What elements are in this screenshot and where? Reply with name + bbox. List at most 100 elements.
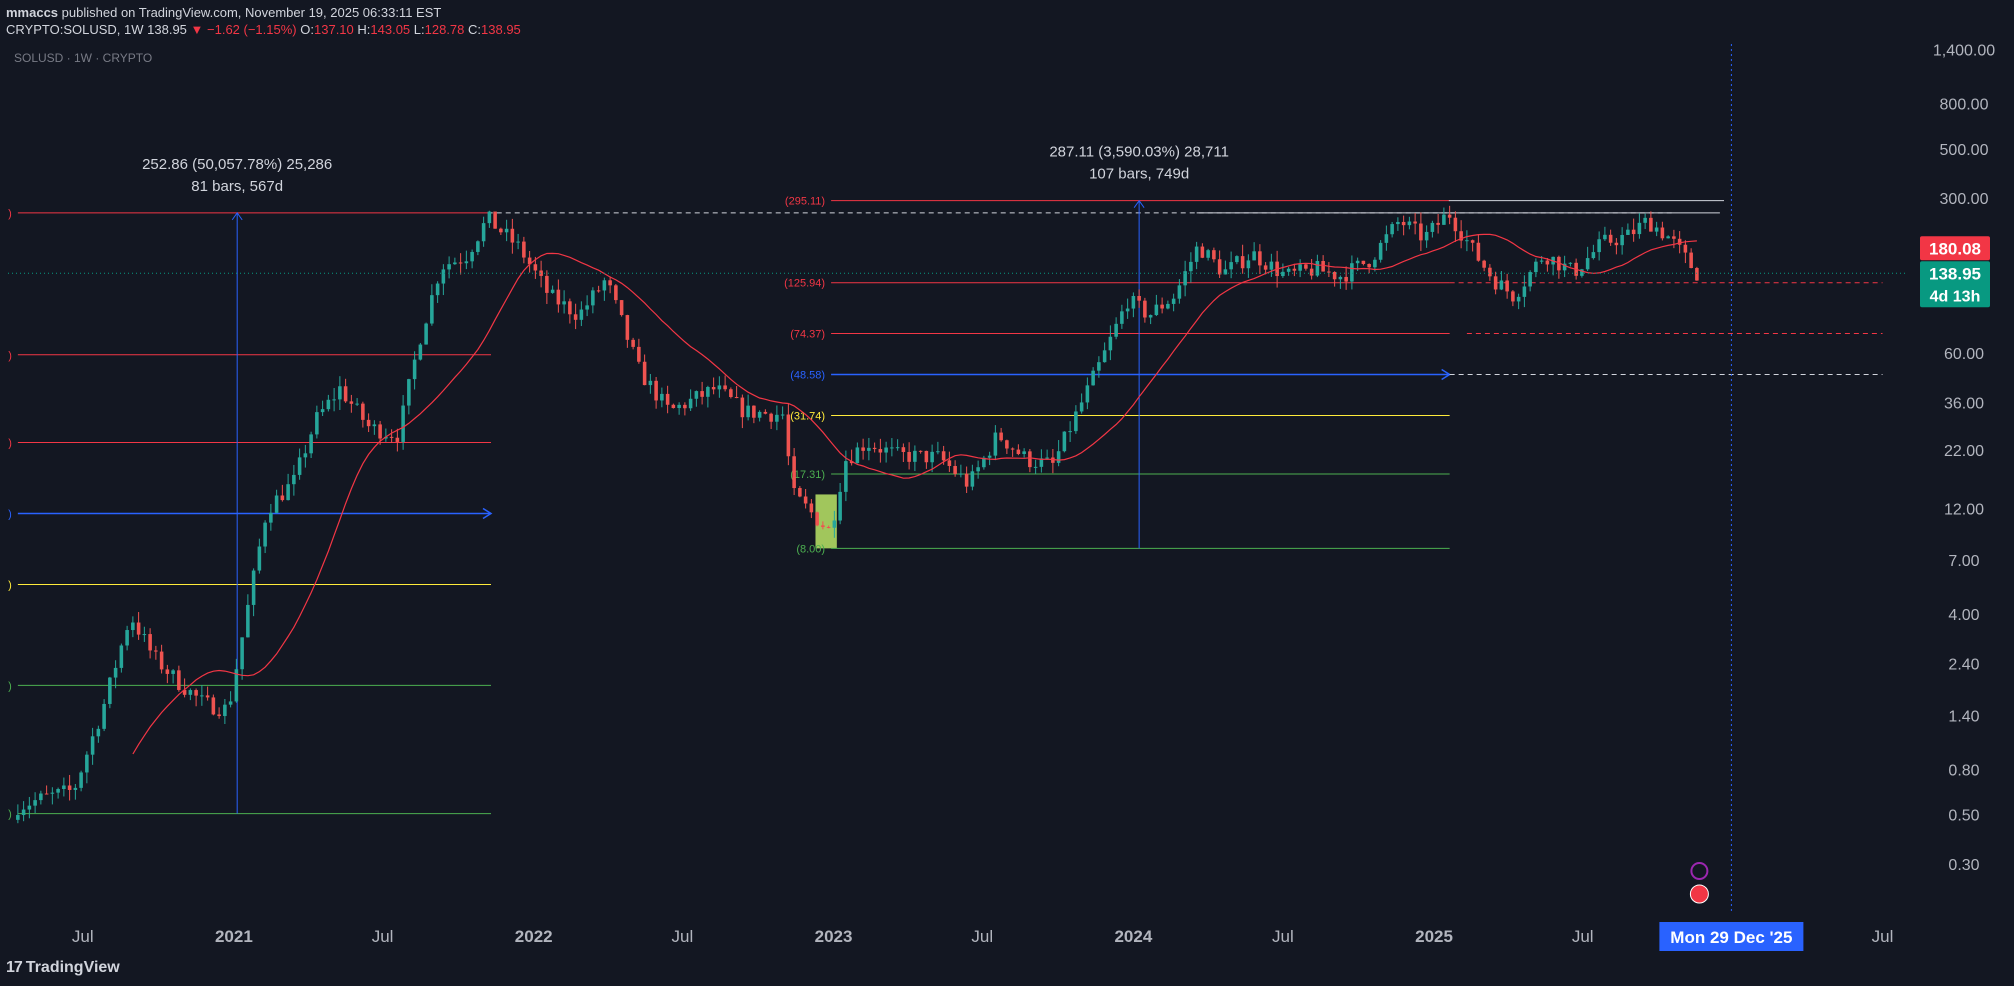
candle[interactable] bbox=[1085, 385, 1090, 403]
candle[interactable] bbox=[165, 669, 170, 674]
candle[interactable] bbox=[1200, 246, 1205, 258]
candle[interactable] bbox=[1637, 222, 1642, 235]
candle[interactable] bbox=[717, 385, 722, 390]
candle[interactable] bbox=[1102, 350, 1107, 363]
candle[interactable] bbox=[447, 264, 451, 270]
candle[interactable] bbox=[257, 546, 262, 571]
candle[interactable] bbox=[1039, 458, 1044, 467]
candle[interactable] bbox=[1258, 251, 1262, 266]
candle[interactable] bbox=[1407, 221, 1412, 226]
candle[interactable] bbox=[148, 634, 152, 651]
candle[interactable] bbox=[729, 389, 733, 398]
candle[interactable] bbox=[119, 645, 124, 668]
candle[interactable] bbox=[343, 386, 348, 402]
candle[interactable] bbox=[1470, 240, 1475, 243]
candle[interactable] bbox=[240, 637, 244, 670]
candle[interactable] bbox=[815, 512, 819, 526]
candle[interactable] bbox=[50, 792, 55, 794]
candle[interactable] bbox=[1660, 227, 1665, 239]
candle[interactable] bbox=[1488, 267, 1492, 277]
candle[interactable] bbox=[1212, 250, 1216, 260]
candle[interactable] bbox=[1079, 402, 1084, 412]
candle[interactable] bbox=[792, 456, 796, 489]
candle[interactable] bbox=[1459, 231, 1463, 241]
candle[interactable] bbox=[217, 714, 221, 717]
candle[interactable] bbox=[987, 455, 992, 458]
candle[interactable] bbox=[85, 754, 89, 773]
candle[interactable] bbox=[67, 785, 72, 790]
candle[interactable] bbox=[976, 467, 980, 472]
candle[interactable] bbox=[1125, 308, 1130, 312]
candle[interactable] bbox=[642, 361, 647, 386]
candle[interactable] bbox=[918, 450, 923, 452]
candle[interactable] bbox=[1309, 268, 1314, 276]
candle[interactable] bbox=[487, 211, 492, 224]
candle[interactable] bbox=[1614, 242, 1619, 246]
candle[interactable] bbox=[1539, 260, 1544, 262]
candle[interactable] bbox=[493, 211, 497, 229]
candle[interactable] bbox=[1005, 440, 1009, 449]
candle[interactable] bbox=[890, 447, 894, 449]
candle[interactable] bbox=[1557, 256, 1561, 271]
candle[interactable] bbox=[435, 283, 440, 296]
candle[interactable] bbox=[579, 309, 584, 320]
candle[interactable] bbox=[780, 414, 785, 416]
candle[interactable] bbox=[884, 447, 888, 453]
candle[interactable] bbox=[803, 496, 808, 504]
candle[interactable] bbox=[688, 398, 693, 409]
candle[interactable] bbox=[1148, 315, 1153, 318]
candle[interactable] bbox=[775, 414, 779, 422]
candle[interactable] bbox=[1424, 231, 1429, 241]
candle[interactable] bbox=[711, 387, 716, 390]
candle[interactable] bbox=[1177, 285, 1182, 299]
candle[interactable] bbox=[1022, 451, 1026, 455]
candle[interactable] bbox=[1367, 264, 1371, 268]
candle[interactable] bbox=[113, 667, 118, 678]
candle[interactable] bbox=[872, 447, 877, 450]
candle[interactable] bbox=[1114, 323, 1118, 337]
candle[interactable] bbox=[476, 241, 480, 252]
candle[interactable] bbox=[1281, 271, 1285, 277]
candle[interactable] bbox=[504, 228, 509, 233]
candle[interactable] bbox=[1476, 242, 1481, 261]
candle[interactable] bbox=[309, 434, 313, 454]
candle[interactable] bbox=[1516, 296, 1521, 302]
candle[interactable] bbox=[1183, 271, 1187, 286]
candle[interactable] bbox=[1033, 466, 1038, 468]
candle[interactable] bbox=[228, 701, 233, 705]
candle[interactable] bbox=[39, 793, 43, 801]
candle[interactable] bbox=[1206, 250, 1210, 258]
candle[interactable] bbox=[826, 527, 831, 529]
candle[interactable] bbox=[1252, 251, 1256, 261]
candle[interactable] bbox=[619, 300, 624, 316]
candle[interactable] bbox=[1396, 221, 1400, 225]
candle[interactable] bbox=[1430, 222, 1435, 232]
candle[interactable] bbox=[1603, 234, 1607, 240]
candle[interactable] bbox=[964, 473, 969, 487]
candle[interactable] bbox=[1263, 265, 1268, 270]
candle[interactable] bbox=[1062, 431, 1067, 452]
price-chart[interactable]: SOLUSD · 1W · CRYPTO (260.05) (59.65) (23.9… bbox=[8, 44, 2004, 951]
us-flag-icon[interactable] bbox=[1689, 884, 1709, 904]
candle[interactable] bbox=[648, 380, 653, 386]
candle[interactable] bbox=[1120, 311, 1124, 324]
interval[interactable]: 1W bbox=[124, 22, 144, 37]
candle[interactable] bbox=[654, 380, 658, 401]
candle[interactable] bbox=[200, 695, 204, 697]
candle[interactable] bbox=[355, 403, 359, 405]
candle[interactable] bbox=[1217, 259, 1222, 275]
candle[interactable] bbox=[1332, 271, 1337, 280]
candle[interactable] bbox=[539, 270, 543, 276]
candle[interactable] bbox=[562, 301, 566, 305]
candle[interactable] bbox=[280, 495, 285, 501]
candle[interactable] bbox=[545, 275, 549, 293]
candle[interactable] bbox=[412, 359, 417, 380]
candle[interactable] bbox=[102, 703, 106, 729]
candle[interactable] bbox=[223, 704, 227, 717]
candle[interactable] bbox=[349, 401, 354, 404]
candle[interactable] bbox=[205, 695, 210, 698]
candle[interactable] bbox=[1292, 268, 1297, 271]
candle[interactable] bbox=[1229, 262, 1233, 270]
candle[interactable] bbox=[1585, 258, 1590, 270]
candle[interactable] bbox=[608, 280, 612, 286]
